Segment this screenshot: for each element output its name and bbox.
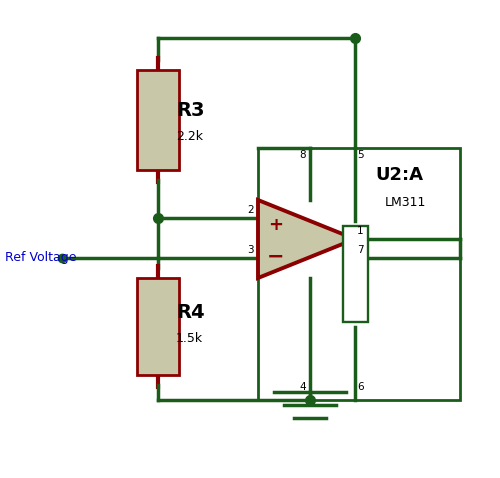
Text: Ref Voltage: Ref Voltage [5, 251, 76, 264]
Text: 2.2k: 2.2k [176, 130, 203, 143]
Text: LM311: LM311 [385, 196, 426, 209]
Text: 1: 1 [357, 226, 364, 236]
Polygon shape [258, 200, 355, 278]
Text: −: − [267, 246, 285, 266]
Text: 1.5k: 1.5k [176, 332, 203, 345]
Text: 3: 3 [248, 245, 254, 255]
Text: 6: 6 [357, 382, 364, 392]
Text: R4: R4 [176, 303, 204, 322]
Text: 4: 4 [300, 382, 306, 392]
Bar [137, 70, 179, 170]
Text: +: + [268, 216, 283, 234]
Text: 5: 5 [357, 150, 364, 160]
Text: 8: 8 [300, 150, 306, 160]
Text: U2:A: U2:A [375, 166, 423, 184]
Text: 2: 2 [248, 205, 254, 215]
Bar [342, 226, 367, 322]
Text: 7: 7 [357, 245, 364, 255]
Bar [137, 278, 179, 375]
Text: R3: R3 [176, 101, 204, 120]
Bar [258, 148, 460, 400]
